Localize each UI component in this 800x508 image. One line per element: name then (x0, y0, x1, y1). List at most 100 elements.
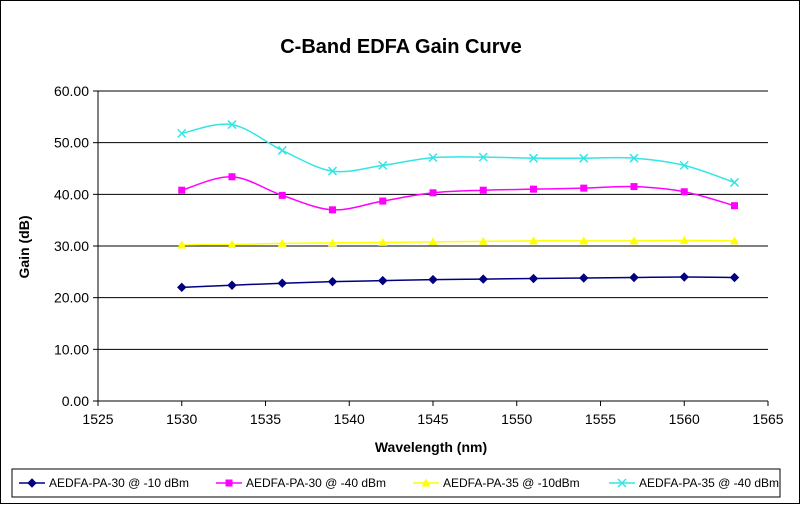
y-tick-label: 60.00 (54, 83, 89, 99)
x-tick-label: 1525 (82, 411, 113, 427)
x-tick-label: 1530 (166, 411, 197, 427)
series-4-point-stroke (428, 153, 438, 163)
series-2 (178, 173, 738, 214)
y-axis-label: Gain (dB) (16, 216, 32, 279)
series-2-point (379, 197, 387, 205)
series-2-point (530, 185, 537, 193)
series-1-line (181, 276, 735, 289)
series-3-point (328, 238, 337, 247)
legend-swatch-marker (27, 478, 37, 488)
series-3-point (529, 236, 538, 245)
series-4-point-stroke (177, 128, 187, 138)
series-4-point-stroke (478, 152, 488, 162)
legend-box (11, 468, 781, 498)
series-1-point (579, 273, 589, 283)
series-4-point (227, 120, 237, 130)
legend-swatch-marker (421, 478, 431, 487)
series-4-point (478, 152, 488, 162)
series-1-point (528, 273, 539, 284)
series-4-point (428, 153, 438, 163)
y-tick-label: 0.00 (62, 393, 89, 409)
series-2-point (278, 191, 286, 199)
series-2-point (429, 189, 437, 197)
series-4-point (579, 153, 589, 163)
grid-lines (98, 90, 768, 402)
legend: AEDFA-PA-30 @ -10 dBm AEDFA-PA-30 @ -40 d… (11, 468, 781, 498)
series-3 (177, 235, 739, 249)
series-3-point (378, 237, 388, 246)
y-tick-label: 10.00 (54, 341, 89, 357)
series-1-point (679, 272, 689, 282)
series-3-point (177, 240, 187, 249)
legend-label: AEDFA-PA-30 @ -10 dBm (49, 476, 189, 490)
legend-swatch-marker (617, 478, 627, 488)
x-axis-label: Wavelength (nm) (375, 439, 487, 455)
y-tick-label: 40.00 (54, 186, 89, 202)
y-tick-label: 30.00 (54, 238, 89, 254)
legend-swatch-marker-stroke (617, 478, 627, 488)
legend-swatch-marker (225, 479, 233, 487)
series-3-point (227, 239, 237, 248)
legend-label: AEDFA-PA-35 @ -40 dBm (639, 476, 779, 490)
series-4-point-stroke (327, 166, 338, 176)
series-2-point (680, 188, 688, 196)
x-tick-label: 1565 (752, 411, 783, 427)
series-4-point-stroke (729, 177, 740, 187)
series-4-point-stroke (227, 120, 237, 130)
series-lines (177, 120, 740, 293)
series-2-point (178, 186, 186, 194)
series-1-point (478, 274, 488, 284)
legend-entry-4: AEDFA-PA-35 @ -40 dBm (609, 476, 779, 490)
series-3-point (579, 236, 589, 245)
series-1-point (428, 274, 438, 285)
series-4-point (378, 160, 388, 170)
series-4-point (729, 177, 740, 187)
series-4-point-stroke (277, 145, 287, 155)
series-4-point (177, 128, 187, 138)
legend-entry-2: AEDFA-PA-30 @ -40 dBm (216, 476, 386, 490)
series-3-point (730, 236, 739, 245)
series-1-point (327, 276, 338, 287)
y-tick-label: 50.00 (54, 135, 89, 151)
series-1-point (378, 275, 388, 286)
series-1-point (629, 272, 639, 283)
x-tick-label: 1555 (585, 411, 616, 427)
series-4-point (528, 153, 539, 163)
series-1-point (227, 280, 237, 290)
series-4-point-stroke (679, 160, 689, 170)
legend-entry-3: AEDFA-PA-35 @ -10dBm (413, 476, 580, 490)
chart-title: C-Band EDFA Gain Curve (280, 36, 522, 58)
series-2-point (630, 183, 638, 191)
series-1-point (177, 282, 187, 293)
series-4-point-stroke (528, 153, 539, 163)
series-4-point-stroke (629, 153, 639, 163)
series-4 (177, 120, 740, 187)
series-2-point (329, 206, 336, 214)
series-2-point (731, 202, 738, 210)
series-1-point (277, 278, 287, 288)
legend-label: AEDFA-PA-35 @ -10dBm (443, 476, 580, 490)
legend-entry-1: AEDFA-PA-30 @ -10 dBm (19, 476, 189, 490)
series-2-point (580, 184, 588, 192)
series-3-point (428, 237, 438, 246)
series-2-point (228, 173, 236, 181)
x-tick-label: 1545 (417, 411, 448, 427)
series-3-point (629, 236, 639, 245)
y-tick-labels: 0.00 10.00 20.00 30.00 40.00 50.00 60.00 (54, 83, 89, 409)
series-4-point (629, 153, 639, 163)
x-tick-label: 1535 (250, 411, 281, 427)
series-3-point (277, 238, 287, 247)
series-3-point (478, 236, 488, 245)
series-3-line (181, 239, 735, 246)
series-4-point-stroke (579, 153, 589, 163)
series-3-point (679, 235, 689, 244)
series-2-line (181, 176, 735, 211)
x-tick-label: 1560 (669, 411, 700, 427)
x-tick-label: 1550 (501, 411, 532, 427)
series-4-line (181, 123, 735, 184)
x-tick-labels: 1525 1530 1535 1540 1545 1550 1555 1560 1565 (82, 411, 783, 427)
series-4-point (679, 160, 689, 170)
series-4-point-stroke (378, 160, 388, 170)
